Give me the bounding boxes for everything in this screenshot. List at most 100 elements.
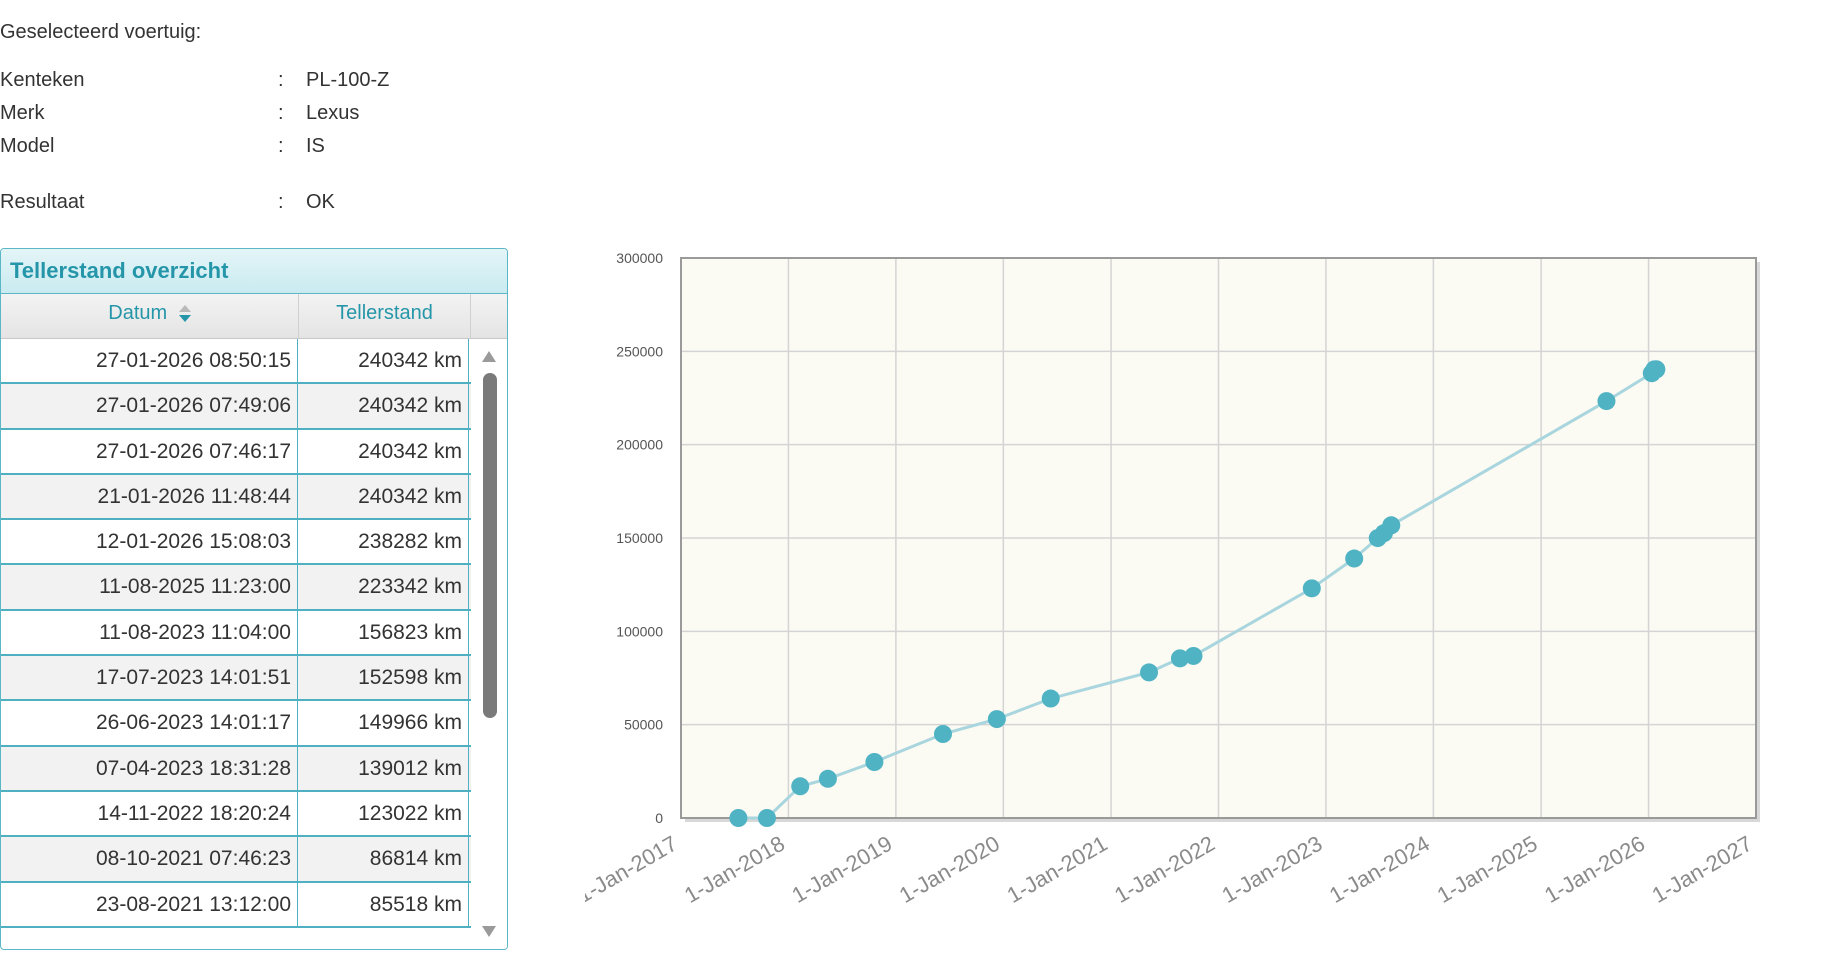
x-tick-label: 1-Jan-2022 — [1110, 831, 1219, 908]
cell-tellerstand: 240342 km — [298, 474, 469, 519]
table-row[interactable]: 27-01-2026 08:50:15 240342 km — [1, 339, 507, 385]
resultaat-value: OK — [306, 191, 335, 213]
table-row[interactable]: 11-08-2023 11:04:00 156823 km — [1, 610, 507, 657]
y-tick-label: 300000 — [616, 250, 663, 266]
scroll-up-arrow-icon[interactable] — [482, 351, 496, 362]
sort-icon[interactable] — [178, 304, 191, 323]
x-tick-label: 1-Jan-2020 — [895, 831, 1004, 908]
cell-tellerstand: 156823 km — [298, 610, 469, 655]
table-row[interactable]: 12-01-2026 15:08:03 238282 km — [1, 520, 507, 566]
table-row[interactable]: 21-01-2026 11:48:44 240342 km — [1, 474, 507, 521]
vertical-scrollbar[interactable] — [471, 339, 507, 949]
x-tick-label: 1-Jan-2027 — [1648, 831, 1757, 908]
x-tick-label: 1-Jan-2023 — [1218, 831, 1327, 908]
cell-datum: 27-01-2026 07:46:17 — [1, 429, 298, 473]
cell-datum: 27-01-2026 08:50:15 — [1, 339, 298, 383]
cell-datum: 26-06-2023 14:01:17 — [1, 701, 298, 745]
cell-tellerstand: 240342 km — [298, 429, 469, 473]
table-row[interactable]: 26-06-2023 14:01:17 149966 km — [1, 701, 507, 747]
resultaat-label: Resultaat — [0, 191, 85, 213]
data-point — [1597, 392, 1616, 411]
grid-body: 27-01-2026 08:50:15 240342 km 27-01-2026 0… — [1, 339, 507, 949]
data-point — [1170, 649, 1189, 668]
x-tick-label: 1-Jan-2019 — [787, 831, 896, 908]
table-row[interactable]: 23-08-2021 13:12:00 85518 km — [1, 882, 507, 928]
cell-tellerstand: 149966 km — [298, 701, 469, 745]
table-row[interactable]: 27-01-2026 07:46:17 240342 km — [1, 429, 507, 475]
y-tick-label: 0 — [655, 810, 663, 826]
cell-datum: 12-01-2026 15:08:03 — [1, 520, 298, 564]
cell-tellerstand: 139012 km — [298, 746, 469, 790]
chart-svg: 1-Jan-20171-Jan-20181-Jan-20191-Jan-2020… — [585, 250, 1760, 908]
mileage-chart: 1-Jan-2017 1-Jan-2018 1-Jan-2019 1-Jan-2020… — [585, 240, 1785, 960]
cell-tellerstand: 240342 km — [298, 339, 469, 383]
data-point — [1647, 360, 1666, 379]
cell-tellerstand: 240342 km — [298, 384, 469, 428]
cell-datum: 11-08-2025 11:23:00 — [1, 565, 298, 609]
x-tick-label: 1-Jan-2026 — [1540, 831, 1649, 908]
cell-datum: 17-07-2023 14:01:51 — [1, 656, 298, 700]
grid-caption: Tellerstand overzicht — [1, 249, 507, 294]
grid-header: Datum Tellerstand — [1, 294, 507, 339]
kenteken-value: PL-100-Z — [306, 69, 390, 91]
cell-tellerstand: 85518 km — [298, 882, 469, 926]
data-point — [865, 753, 884, 771]
column-header-datum[interactable]: Datum — [1, 294, 299, 338]
vehicle-info: Geselecteerd voertuig: Kenteken : PL-100… — [0, 18, 389, 219]
scroll-thumb[interactable] — [483, 373, 497, 718]
data-point — [933, 725, 952, 743]
cell-tellerstand: 223342 km — [298, 565, 469, 609]
table-row[interactable]: 27-01-2026 07:49:06 240342 km — [1, 384, 507, 430]
cell-datum: 21-01-2026 11:48:44 — [1, 474, 298, 519]
plot-frame — [680, 257, 1757, 819]
table-row[interactable]: 08-10-2021 07:46:23 86814 km — [1, 837, 507, 883]
table-row[interactable]: 07-04-2023 18:31:28 139012 km — [1, 746, 507, 792]
table-row[interactable]: 17-07-2023 14:01:51 152598 km — [1, 656, 507, 702]
data-point — [729, 809, 748, 827]
data-point — [987, 710, 1006, 729]
grid-rows: 27-01-2026 08:50:15 240342 km 27-01-2026 0… — [1, 339, 507, 928]
x-tick-label: 1-Jan-2017 — [585, 831, 682, 908]
table-row[interactable]: 14-11-2022 18:20:24 123022 km — [1, 791, 507, 838]
column-header-datum-label: Datum — [108, 302, 168, 324]
x-tick-label: 1-Jan-2025 — [1433, 831, 1542, 908]
cell-datum: 07-04-2023 18:31:28 — [1, 746, 298, 790]
y-tick-label: 200000 — [616, 437, 663, 453]
y-tick-label: 50000 — [624, 717, 663, 733]
cell-datum: 14-11-2022 18:20:24 — [1, 791, 298, 836]
x-tick-label: 1-Jan-2024 — [1325, 831, 1434, 908]
selected-vehicle-heading: Geselecteerd voertuig: — [0, 21, 202, 43]
header-spacer — [471, 294, 507, 338]
table-row[interactable]: 11-08-2025 11:23:00 223342 km — [1, 565, 507, 611]
kenteken-label: Kenteken — [0, 69, 85, 91]
data-point — [1184, 646, 1203, 665]
cell-datum: 27-01-2026 07:49:06 — [1, 384, 298, 428]
y-tick-label: 250000 — [616, 343, 663, 359]
y-tick-label: 150000 — [616, 530, 663, 546]
colon-separator: : — [278, 191, 284, 213]
model-label: Model — [0, 135, 55, 157]
tellerstand-grid: Tellerstand overzicht Datum Tellerstand … — [0, 248, 508, 950]
colon-separator: : — [278, 69, 284, 91]
cell-datum: 11-08-2023 11:04:00 — [1, 610, 298, 655]
scroll-down-arrow-icon[interactable] — [482, 926, 496, 937]
data-point — [818, 769, 837, 788]
data-point — [791, 777, 810, 796]
cell-tellerstand: 238282 km — [298, 520, 469, 564]
cell-datum: 08-10-2021 07:46:23 — [1, 837, 298, 881]
column-header-tellerstand[interactable]: Tellerstand — [299, 294, 471, 338]
model-value: IS — [306, 135, 325, 157]
data-point — [1382, 516, 1401, 535]
kenteken-row: Kenteken : PL-100-Z — [0, 64, 389, 97]
colon-separator: : — [278, 102, 284, 124]
x-tick-label: 1-Jan-2021 — [1003, 831, 1112, 908]
data-point — [757, 809, 776, 827]
colon-separator: : — [278, 135, 284, 157]
merk-label: Merk — [0, 102, 45, 124]
cell-tellerstand: 152598 km — [298, 656, 469, 700]
resultaat-row: Resultaat : OK — [0, 186, 335, 219]
column-header-tellerstand-label: Tellerstand — [336, 302, 433, 324]
cell-tellerstand: 86814 km — [298, 837, 469, 881]
data-point — [1345, 549, 1364, 568]
merk-value: Lexus — [306, 102, 360, 124]
